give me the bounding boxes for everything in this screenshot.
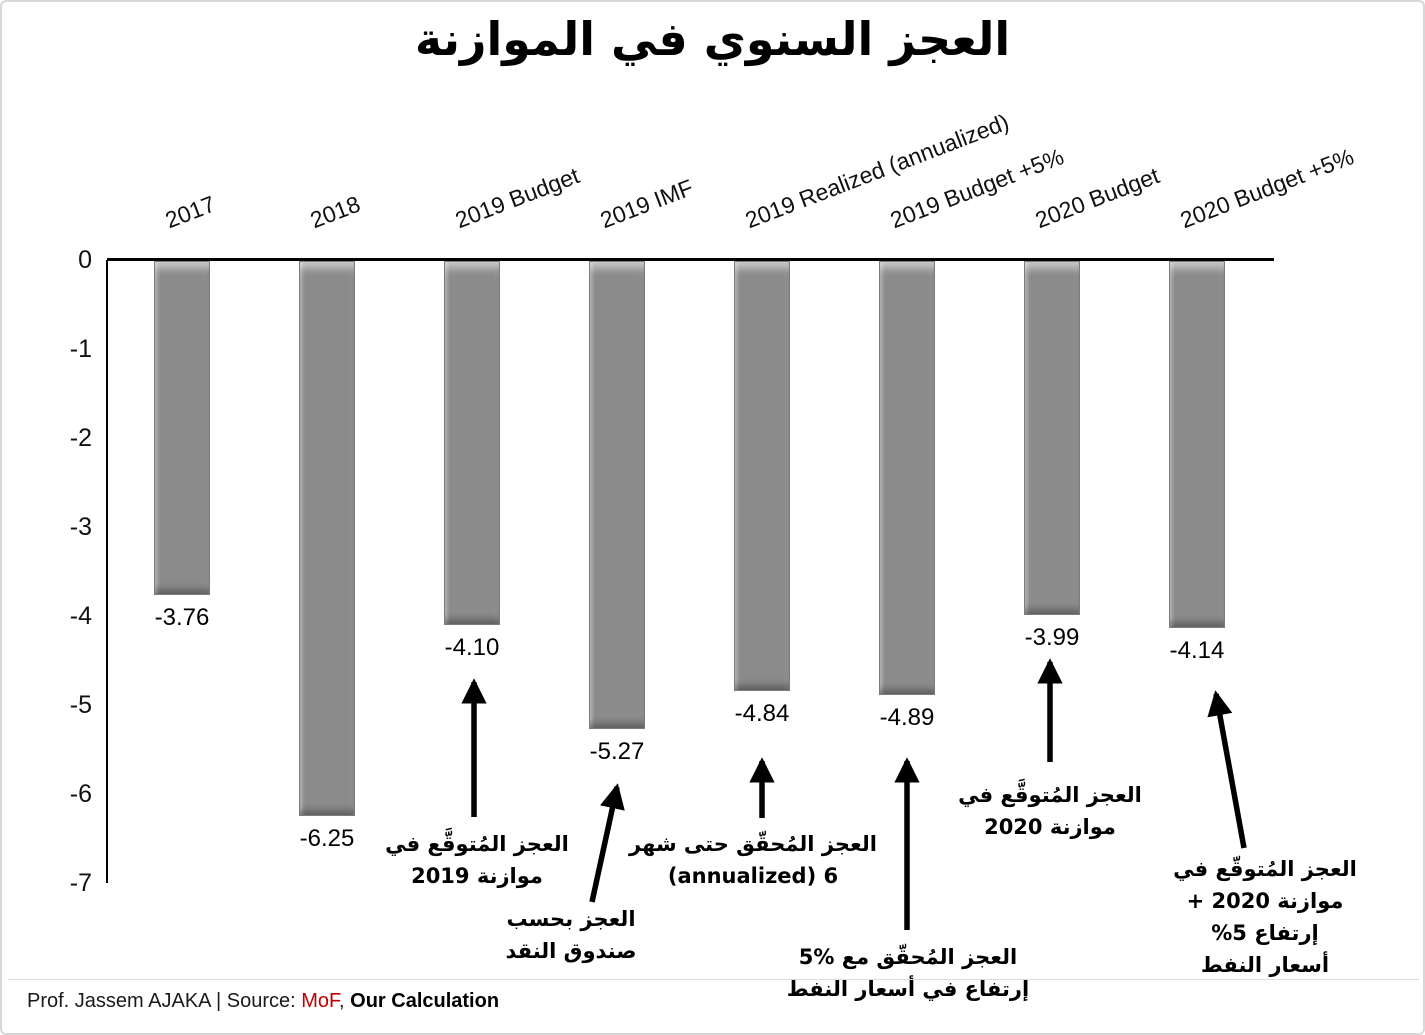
annotation-line: أسعار النفط: [1200, 953, 1330, 977]
y-tick-label: 0: [78, 246, 92, 274]
bar-value-label: -4.10: [444, 633, 500, 661]
annotation-line: موازنة 2020: [984, 815, 1116, 839]
annotation-line: صندوق النقد: [505, 939, 637, 963]
annotation-line: موازنة 2019: [411, 864, 543, 888]
annotation-line: العجز المُتوقَّع في: [958, 783, 1142, 807]
chart-title: العجز السنوي في الموازنة: [414, 12, 1011, 66]
bar-value-label: -5.27: [589, 738, 645, 766]
zero-axis-line: [107, 258, 1274, 261]
y-tick-label: -4: [69, 602, 92, 630]
anno-2020-budget: العجز المُتوقَّع في موازنة 2020: [950, 779, 1150, 843]
anno-2019-realized: العجز المُحقّق حتى شهر 6 (annualized): [613, 828, 893, 892]
annotation-line: العجز بحسب: [506, 907, 636, 931]
category-label: 2020 Budget +5%: [1176, 143, 1358, 234]
bar-value-label: -3.76: [154, 603, 210, 631]
annotation-line: 6 (annualized): [667, 864, 839, 888]
y-axis: [106, 260, 108, 883]
category-label: 2019 Realized (annualized): [741, 108, 1013, 234]
annotation-line: العجز المُحقّق مع %5: [798, 945, 1018, 969]
category-label: 2017: [161, 190, 219, 234]
anno-2020-budget5-arrow: [1207, 690, 1247, 849]
bar-2019-imf: [589, 261, 645, 730]
footer-calculation: Our Calculation: [350, 990, 500, 1012]
annotation-line: العجز المُتوقّع في: [1173, 857, 1357, 881]
y-tick-label: -6: [69, 780, 92, 808]
footer: Prof. Jassem AJAKA | Source: MoF, Our Ca…: [27, 990, 499, 1013]
bar-2020-budget-5-: [1169, 261, 1225, 629]
y-tick-label: -7: [69, 869, 92, 897]
y-tick-label: -5: [69, 691, 92, 719]
category-label: 2018: [306, 190, 364, 234]
annotation-line: موازنة 2020 +: [1186, 889, 1344, 913]
annotation-line: العجز المُحقّق حتى شهر: [629, 832, 877, 856]
bar-2019-budget-5-: [879, 261, 935, 696]
bar-value-label: -4.84: [734, 699, 790, 727]
category-label: 2019 IMF: [596, 174, 697, 234]
bar-value-label: -4.14: [1169, 637, 1225, 665]
anno-2019-budget: العجز المُتوقَّع في موازنة 2019: [372, 828, 582, 892]
annotation-line: إرتفاع في أسعار النفط: [786, 977, 1030, 1001]
y-tick-label: -3: [69, 513, 92, 541]
category-label: 2019 Budget: [451, 162, 583, 234]
bar-2019-realized-annualized-: [734, 261, 790, 691]
bar-value-label: -4.89: [879, 704, 935, 732]
bar-value-label: -3.99: [1024, 624, 1080, 652]
anno-2019-budget5: العجز المُحقّق مع %5 إرتفاع في أسعار النف…: [778, 941, 1038, 1005]
y-tick-label: -2: [69, 424, 92, 452]
y-tick-label: -1: [69, 335, 92, 363]
bar-2018: [299, 261, 355, 817]
footer-source-name: MoF: [301, 990, 340, 1012]
anno-2020-budget5: العجز المُتوقّع في موازنة 2020 + إرتفاع 5%…: [1155, 853, 1375, 981]
bar-value-label: -6.25: [299, 825, 355, 853]
bar-2020-budget: [1024, 261, 1080, 616]
anno-2019-imf: العجز بحسب صندوق النقد: [486, 903, 656, 967]
annotation-line: إرتفاع 5%: [1211, 921, 1319, 945]
footer-author: Prof. Jassem AJAKA: [27, 990, 211, 1012]
footer-source-label: Source:: [226, 990, 302, 1012]
footer-comma: ,: [339, 990, 351, 1012]
footer-separator: |: [210, 990, 227, 1012]
bar-2019-budget: [444, 261, 500, 625]
footer-divider: [8, 979, 1419, 980]
annotation-line: العجز المُتوقَّع في: [385, 832, 569, 856]
bar-2017: [154, 261, 210, 595]
